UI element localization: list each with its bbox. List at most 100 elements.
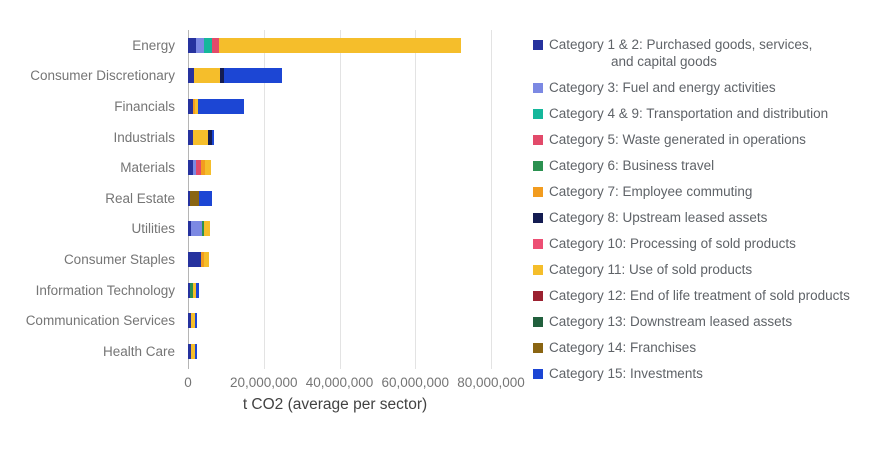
bar-segment-cat11[interactable]	[205, 160, 211, 176]
bar-segment-cat1_2[interactable]	[188, 37, 196, 53]
bar-segment-cat1_2[interactable]	[188, 343, 192, 359]
bar-segment-cat1_2[interactable]	[188, 190, 190, 206]
legend-swatch-icon	[533, 40, 543, 50]
bar-segment-cat11[interactable]	[204, 251, 209, 267]
bar-segment-cat3[interactable]	[195, 37, 204, 53]
legend-item-cat7: Category 7: Employee commuting	[533, 183, 870, 200]
legend-item-cat1_2: Category 1 & 2: Purchased goods, service…	[533, 36, 870, 70]
bar-segment-cat6[interactable]	[190, 282, 194, 298]
bar-segment-cat11[interactable]	[203, 221, 210, 237]
legend-label: Category 3: Fuel and energy activities	[549, 80, 776, 95]
bar-segment-cat15[interactable]	[195, 313, 197, 329]
legend-item-cat12: Category 12: End of life treatment of so…	[533, 287, 870, 304]
bar-segment-cat5[interactable]	[195, 160, 202, 176]
bar-segment-cat11[interactable]	[192, 129, 208, 145]
bar-segment-cat15[interactable]	[195, 282, 199, 298]
legend-swatch-icon	[533, 83, 543, 93]
legend-label: Category 6: Business travel	[549, 158, 715, 173]
bar-segment-cat7[interactable]	[201, 160, 206, 176]
bar-row: Utilities	[0, 214, 530, 245]
bar-segment-cat8[interactable]	[207, 129, 212, 145]
legend-label: Category 14: Franchises	[549, 340, 697, 355]
legend-label: Category 10: Processing of sold products	[549, 236, 796, 251]
sector-label: Materials	[120, 160, 175, 176]
legend-item-cat3: Category 3: Fuel and energy activities	[533, 79, 870, 96]
stacked-bar	[188, 190, 213, 206]
legend-label: Category 8: Upstream leased assets	[549, 210, 768, 225]
sector-label: Industrials	[113, 129, 175, 145]
gridline	[415, 30, 417, 369]
legend-item-cat6: Category 6: Business travel	[533, 157, 870, 174]
bar-segment-cat4_9[interactable]	[203, 37, 212, 53]
bar-segment-cat11[interactable]	[194, 68, 220, 84]
legend-label: Category 1 & 2: Purchased goods, service…	[549, 37, 813, 69]
bar-row: Financials	[0, 91, 530, 122]
bar-row: Real Estate	[0, 183, 530, 214]
bar-segment-cat11[interactable]	[191, 313, 196, 329]
x-tick-label: 80,000,000	[457, 375, 525, 390]
bar-segment-cat7[interactable]	[192, 98, 196, 114]
bar-segment-cat3[interactable]	[192, 160, 196, 176]
legend-swatch-icon	[533, 239, 543, 249]
x-tick-label: 40,000,000	[305, 375, 374, 390]
bar-segment-cat11[interactable]	[195, 98, 199, 114]
bar-segment-cat14[interactable]	[189, 190, 200, 206]
bar-segment-cat15[interactable]	[195, 343, 198, 359]
bar-segment-cat1_2[interactable]	[188, 251, 202, 267]
bar-segment-cat15[interactable]	[224, 68, 283, 84]
stacked-bar	[188, 129, 214, 145]
stacked-bar	[188, 160, 211, 176]
sector-label: Consumer Staples	[63, 251, 175, 267]
bar-segment-cat15[interactable]	[199, 190, 213, 206]
bar-segment-cat11[interactable]	[191, 343, 196, 359]
stacked-bar	[188, 282, 199, 298]
legend-label: Category 15: Investments	[549, 366, 703, 381]
bar-segment-cat1_2[interactable]	[188, 313, 192, 329]
legend: Category 1 & 2: Purchased goods, service…	[533, 36, 870, 391]
x-axis-title: t CO2 (average per sector)	[242, 396, 428, 413]
bar-segment-cat11[interactable]	[193, 282, 196, 298]
sector-label: Energy	[132, 37, 175, 53]
legend-item-cat15: Category 15: Investments	[533, 365, 870, 382]
legend-swatch-icon	[533, 369, 543, 379]
bar-row: Industrials	[0, 122, 530, 153]
legend-label: Category 7: Employee commuting	[549, 184, 753, 199]
legend-item-cat11: Category 11: Use of sold products	[533, 261, 870, 278]
stacked-bar	[188, 68, 283, 84]
bar-segment-cat3[interactable]	[190, 221, 202, 237]
legend-swatch-icon	[533, 161, 543, 171]
legend-label: Category 5: Waste generated in operation…	[549, 132, 806, 147]
x-axis: 0 20,000,000 40,000,000 60,000,000 80,000,00…	[0, 375, 870, 393]
stacked-bar	[188, 251, 209, 267]
legend-item-cat13: Category 13: Downstream leased assets	[533, 313, 870, 330]
legend-label: Category 11: Use of sold products	[549, 262, 753, 277]
bar-segment-cat1_2[interactable]	[188, 160, 193, 176]
stacked-bar	[188, 37, 461, 53]
bar-segment-cat15[interactable]	[211, 129, 214, 145]
legend-item-cat8: Category 8: Upstream leased assets	[533, 209, 870, 226]
bar-segment-cat5[interactable]	[211, 37, 220, 53]
bar-segment-cat6[interactable]	[201, 221, 204, 237]
x-tick-label: 20,000,000	[229, 375, 298, 390]
stacked-bar	[188, 343, 198, 359]
bar-row: Information Technology	[0, 275, 530, 306]
stacked-bar	[188, 221, 210, 237]
legend-swatch-icon	[533, 135, 543, 145]
legend-swatch-icon	[533, 109, 543, 119]
bar-segment-cat1_2[interactable]	[188, 129, 193, 145]
bar-segment-cat1_2[interactable]	[188, 68, 195, 84]
legend-label: Category 13: Downstream leased assets	[549, 314, 793, 329]
bar-segment-cat11[interactable]	[219, 37, 461, 53]
bar-row: Health Care	[0, 336, 530, 367]
sector-label: Real Estate	[105, 190, 175, 206]
x-tick-label: 0	[184, 375, 192, 390]
bar-segment-cat1_2[interactable]	[188, 98, 193, 114]
sector-label: Financials	[114, 98, 175, 114]
bar-segment-cat1_2[interactable]	[188, 221, 191, 237]
legend-swatch-icon	[533, 265, 543, 275]
bar-segment-cat15[interactable]	[198, 98, 245, 114]
bar-row: Consumer Staples	[0, 244, 530, 275]
bar-segment-cat8[interactable]	[219, 68, 225, 84]
bar-segment-cat7[interactable]	[201, 251, 205, 267]
bar-segment-cat1_2[interactable]	[188, 282, 191, 298]
